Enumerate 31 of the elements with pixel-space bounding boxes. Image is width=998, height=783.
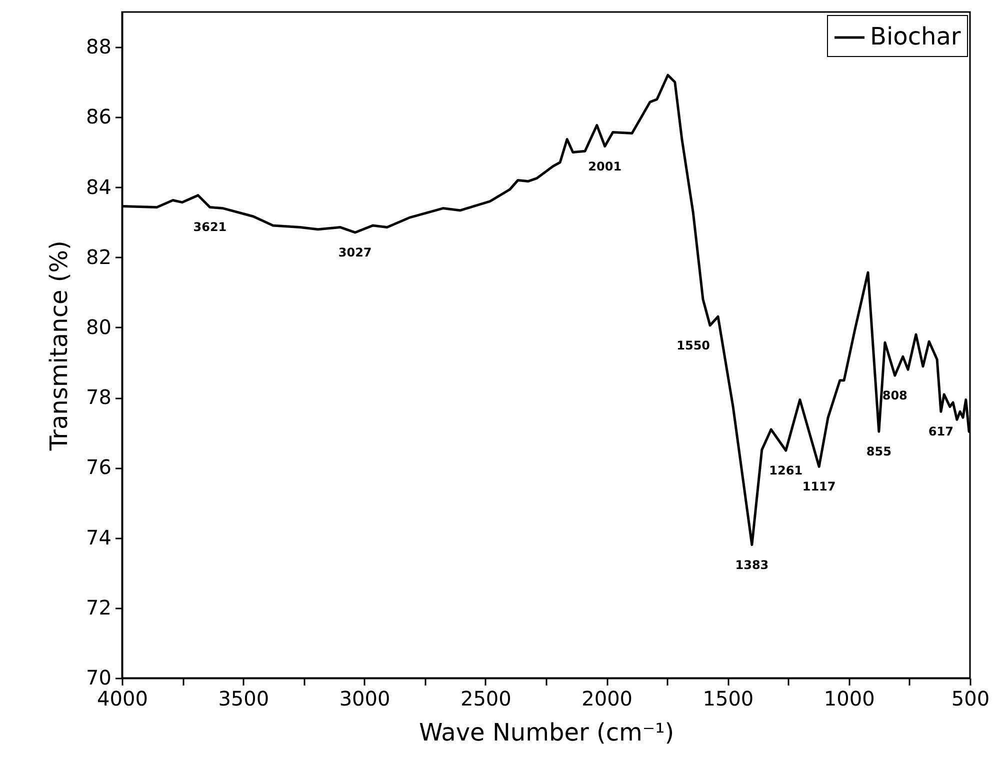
y-tick-label: 88 xyxy=(86,34,112,59)
y-tick-label: 72 xyxy=(86,595,112,620)
x-tick-label: 2500 xyxy=(460,686,512,710)
annotation: 2001 xyxy=(588,159,622,174)
x-tick-label: 3500 xyxy=(218,686,270,710)
y-tick-label: 84 xyxy=(86,174,112,199)
x-tick-label: 3000 xyxy=(339,686,390,710)
annotation: 617 xyxy=(928,424,954,439)
y-tick-label: 78 xyxy=(86,385,112,410)
y-tick-label: 74 xyxy=(86,525,112,550)
y-tick-label: 76 xyxy=(86,455,112,480)
y-tick-label: 80 xyxy=(86,314,112,339)
annotation: 1261 xyxy=(769,464,803,478)
y-tick-label: 86 xyxy=(86,104,112,129)
x-tick-label: 1000 xyxy=(824,686,875,710)
x-tick-label: 2000 xyxy=(582,686,633,710)
annotation: 855 xyxy=(866,444,892,459)
x-tick-label: 1500 xyxy=(702,686,754,710)
y-axis-title: Transmitance (%) xyxy=(45,240,74,452)
y-tick-label: 70 xyxy=(86,666,112,690)
x-axis-title: Wave Number (cm⁻¹) xyxy=(418,718,674,746)
annotation: 3027 xyxy=(338,245,372,260)
y-tick-label: 82 xyxy=(86,244,112,269)
x-tick-label: 4000 xyxy=(97,686,148,710)
annotation: 1550 xyxy=(676,338,710,352)
annotation: 808 xyxy=(882,388,908,402)
annotation: 3621 xyxy=(193,220,227,234)
annotation: 1117 xyxy=(802,480,836,494)
x-tick-label: 500 xyxy=(951,686,990,710)
annotation: 1383 xyxy=(735,558,769,572)
legend-label: Biochar xyxy=(870,22,961,50)
